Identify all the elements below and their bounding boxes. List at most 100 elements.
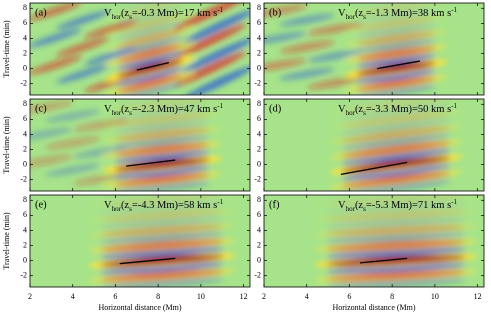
annotation-part: =-2.3 Mm)=47 km s bbox=[132, 104, 217, 115]
heatmap-band bbox=[181, 65, 250, 95]
y-tick-label: 6 bbox=[23, 210, 27, 219]
heatmap-band bbox=[116, 6, 184, 25]
x-axis-label: Horizontal distance (Mm) bbox=[332, 303, 415, 312]
annotation-sub: s bbox=[363, 13, 366, 21]
y-axis-label: Travel-time (min) bbox=[2, 20, 11, 78]
heatmap-band bbox=[100, 262, 224, 274]
heatmap-band bbox=[100, 247, 224, 259]
y-tick-label: 8 bbox=[257, 195, 261, 204]
panel-frame bbox=[263, 194, 485, 288]
annotation-sup: -1 bbox=[217, 6, 223, 14]
panel-frame bbox=[29, 98, 251, 192]
heatmap-band bbox=[264, 5, 307, 17]
heatmap-band bbox=[326, 217, 466, 229]
fit-line bbox=[136, 61, 169, 71]
y-tick-label: 6 bbox=[257, 114, 261, 123]
heatmap-band bbox=[116, 21, 184, 40]
heatmap-band bbox=[264, 32, 307, 44]
heatmap bbox=[329, 99, 463, 191]
heatmap-band bbox=[173, 23, 247, 59]
annotation-sup: -1 bbox=[451, 198, 457, 206]
heatmap-band bbox=[100, 270, 224, 282]
panel bbox=[30, 99, 250, 191]
heatmap-band bbox=[114, 181, 210, 191]
annotation-part: (z bbox=[355, 8, 363, 19]
heatmap-band bbox=[116, 3, 184, 10]
heatmap-band bbox=[45, 110, 101, 122]
panel bbox=[30, 3, 250, 95]
heatmap-band bbox=[116, 29, 184, 48]
heatmap-band bbox=[326, 232, 466, 244]
heatmap-band bbox=[114, 99, 210, 103]
heatmap-band bbox=[341, 172, 451, 188]
heatmap-band bbox=[30, 101, 73, 113]
fit-line bbox=[377, 60, 421, 70]
fit-line bbox=[126, 159, 176, 167]
y-tick-label: 0 bbox=[257, 63, 261, 72]
heatmap-band bbox=[326, 263, 466, 274]
heatmap-band bbox=[114, 150, 210, 164]
heatmap-band bbox=[307, 23, 363, 35]
heatmap-band bbox=[114, 173, 210, 186]
annotation-sub: hor bbox=[112, 13, 122, 21]
heatmap-band bbox=[116, 52, 184, 71]
heatmap-band bbox=[30, 3, 82, 21]
y-tick-label: 2 bbox=[23, 48, 27, 57]
y-tick-label: 4 bbox=[257, 129, 261, 138]
heatmap-band bbox=[56, 64, 110, 84]
heatmap-band bbox=[341, 119, 451, 135]
annotation-part: (z bbox=[121, 200, 129, 211]
heatmap bbox=[30, 99, 222, 191]
heatmap-band bbox=[341, 126, 451, 143]
panel-label: (e) bbox=[35, 199, 47, 210]
annotation-part: =-5.3 Mm)=71 km s bbox=[366, 200, 451, 211]
heatmap-band bbox=[173, 3, 247, 31]
heatmap-band bbox=[326, 247, 466, 259]
heatmap-band bbox=[100, 232, 224, 244]
x-tick-label: 4 bbox=[305, 292, 309, 301]
y-tick-label: -2 bbox=[254, 79, 261, 88]
annotation-sub: hor bbox=[112, 205, 122, 213]
annotation: Vhor(zs=-3.3 Mm)=50 km s-1 bbox=[338, 102, 458, 117]
annotation-sup: -1 bbox=[217, 198, 223, 206]
x-axis-label: Horizontal distance (Mm) bbox=[98, 303, 181, 312]
heatmap-band bbox=[114, 120, 210, 134]
annotation-sup: -1 bbox=[217, 102, 223, 110]
y-axis-label: Travel-time (min) bbox=[2, 116, 11, 174]
heatmap-band bbox=[116, 37, 184, 55]
heatmap-band bbox=[341, 99, 451, 112]
heatmap-band bbox=[326, 202, 466, 213]
panel-label: (f) bbox=[269, 199, 280, 210]
annotation-sub: s bbox=[363, 205, 366, 213]
heatmap-band bbox=[341, 141, 451, 158]
annotation-part: =-3.3 Mm)=50 km s bbox=[366, 104, 451, 115]
y-tick-label: 8 bbox=[257, 99, 261, 108]
annotation-part: V bbox=[338, 200, 346, 211]
x-tick-label: 8 bbox=[156, 292, 160, 301]
heatmap-band bbox=[356, 69, 436, 83]
panel-label: (b) bbox=[269, 7, 282, 18]
y-tick-label: 0 bbox=[23, 255, 27, 264]
heatmap-band bbox=[30, 128, 73, 140]
heatmap-band bbox=[326, 225, 466, 236]
heatmap-band bbox=[100, 239, 224, 252]
panel bbox=[30, 195, 250, 287]
annotation-part: =-1.3 Mm)=38 km s bbox=[366, 8, 451, 19]
y-tick-label: 8 bbox=[23, 3, 27, 12]
heatmap-band bbox=[356, 46, 436, 61]
heatmap-band bbox=[356, 24, 436, 38]
x-tick-label: 12 bbox=[474, 292, 482, 301]
heatmap-band bbox=[279, 68, 335, 80]
heatmap-band bbox=[100, 209, 224, 221]
panel-frame bbox=[29, 2, 251, 96]
heatmap-band bbox=[114, 113, 210, 126]
heatmap-band bbox=[307, 77, 363, 89]
heatmap bbox=[314, 195, 478, 287]
panel-label: (c) bbox=[35, 103, 47, 114]
annotation-sup: -1 bbox=[451, 102, 457, 110]
fit-line bbox=[360, 257, 408, 264]
x-tick-label: 8 bbox=[390, 292, 394, 301]
heatmap-band bbox=[341, 134, 451, 150]
annotation-part: V bbox=[104, 8, 112, 19]
heatmap-band bbox=[116, 74, 184, 93]
